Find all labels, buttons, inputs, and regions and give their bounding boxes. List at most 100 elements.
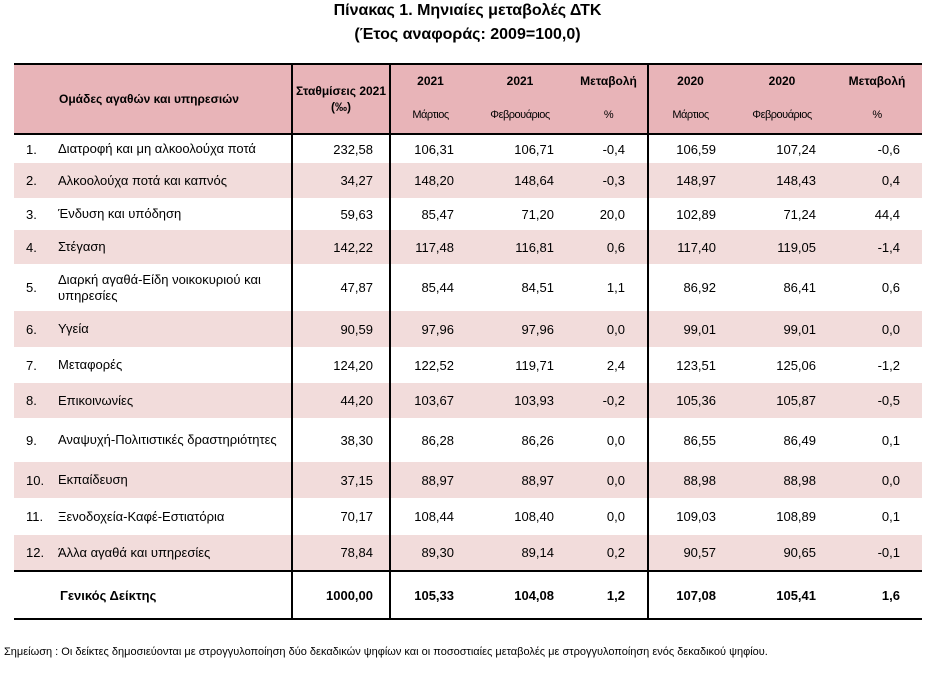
total-2020-march: 107,08 (676, 587, 716, 603)
year-2021-march-header: 2021 (390, 64, 470, 96)
category-name: Εκπαίδευση (58, 472, 128, 487)
value-2021-march: 85,44 (421, 280, 454, 295)
change-2021-cell: 0,6 (570, 230, 649, 264)
weight-cell: 37,15 (292, 462, 391, 498)
change-2021-cell: 1,1 (570, 264, 649, 311)
table-row: 7. Μεταφορές 124,20 122,52 119,71 2,4 123,51 12… (14, 347, 922, 383)
category-cell: 4. Στέγαση (14, 230, 293, 264)
table-row: 10. Εκπαίδευση 37,15 88,97 88,97 0,0 88,98 88,9… (14, 462, 922, 498)
category-name: Στέγαση (58, 239, 106, 254)
value-2020-feb: 71,24 (783, 206, 816, 222)
weight-cell: 70,17 (292, 498, 391, 535)
row-index: 12. (26, 545, 45, 560)
change-2020-cell: -1,2 (877, 357, 900, 373)
category-name: Αναψυχή-Πολιτιστικές δραστηριότητες (58, 432, 277, 447)
value-2020-feb: 88,98 (732, 462, 832, 498)
category-cell: 9. Αναψυχή-Πολιτιστικές δραστηριότητες (14, 418, 293, 462)
value-2020-march: 109,03 (676, 509, 716, 524)
row-index: 7. (26, 357, 37, 373)
weight-cell: 34,27 (292, 163, 391, 198)
weight-cell: 47,87 (292, 264, 391, 311)
value-2020-march: 99,01 (648, 311, 732, 347)
table-title: Πίνακας 1. Μηνιαίες μεταβολές ΔΤΚ (333, 2, 602, 19)
value-2020-feb: 86,49 (783, 432, 816, 448)
value-2020-march: 86,92 (683, 280, 716, 295)
year-2021-feb-header: 2021 (470, 64, 570, 96)
total-2021-feb: 104,08 (514, 587, 554, 603)
year-2020-feb-header: 2020 (732, 64, 832, 96)
row-index: 3. (26, 206, 37, 222)
value-2020-feb: 108,89 (776, 509, 816, 524)
category-cell: 12. Άλλα αγαθά και υπηρεσίες (14, 535, 293, 571)
value-2020-feb: 119,05 (732, 230, 832, 264)
row-index: 11. (26, 509, 44, 524)
year-2020-march-header: 2020 (648, 64, 732, 96)
table-row: 8. Επικοινωνίες 44,20 103,67 103,93 -0,2 105,3… (14, 383, 922, 418)
total-2021-change: 1,2 (570, 571, 649, 619)
change-2021-cell: -0,2 (570, 383, 649, 418)
category-name: Διαρκή αγαθά-Είδη νοικοκυριού και υπηρεσ… (58, 271, 261, 303)
change-2020-cell: -1,4 (832, 230, 922, 264)
change-2021-cell: 2,4 (570, 347, 649, 383)
value-2021-feb: 88,97 (470, 462, 570, 498)
table-body: 1. Διατροφή και μη αλκοολούχα ποτά 232,58 1… (14, 134, 922, 571)
change-2021-cell: 0,2 (570, 535, 649, 571)
change-2020-cell: 0,0 (832, 311, 922, 347)
category-name: Αλκοολούχα ποτά και καπνός (58, 172, 228, 188)
change-2020-cell: 0,0 (832, 462, 922, 498)
row-index: 8. (26, 393, 37, 408)
category-cell: 10. Εκπαίδευση (14, 462, 293, 498)
value-2020-march: 148,97 (648, 163, 732, 198)
change-2021-cell: -0,3 (570, 163, 649, 198)
table-row: 3. Ένδυση και υπόδηση 59,63 85,47 71,20 20,0 1… (14, 198, 922, 230)
weights-header: Σταθμίσεις 2021 (‰) (292, 64, 391, 134)
category-cell: 8. Επικοινωνίες (14, 383, 293, 418)
category-cell: 3. Ένδυση και υπόδηση (14, 198, 293, 230)
change-2021-cell: 0,0 (570, 462, 649, 498)
row-index: 1. (26, 141, 37, 157)
change-2020-cell: -0,5 (832, 383, 922, 418)
change-2020-cell: 0,6 (881, 280, 900, 295)
weight-cell: 59,63 (292, 198, 391, 230)
change-2021-cell: 0,0 (570, 498, 649, 535)
change-2021-unit: % (570, 96, 649, 134)
category-name: Επικοινωνίες (58, 392, 134, 408)
total-label: Γενικός Δείκτης (14, 571, 293, 619)
cpi-table: Ομάδες αγαθών και υπηρεσιών Σταθμίσεις 2… (14, 63, 922, 620)
value-2021-feb: 71,20 (521, 206, 554, 222)
value-2020-march: 86,55 (683, 432, 716, 448)
table-row: 12. Άλλα αγαθά και υπηρεσίες 78,84 89,30 89,… (14, 535, 922, 571)
table-row: 1. Διατροφή και μη αλκοολούχα ποτά 232,58 1… (14, 134, 922, 163)
table-row: 9. Αναψυχή-Πολιτιστικές δραστηριότητες 38,… (14, 418, 922, 462)
table-row: 4. Στέγαση 142,22 117,48 116,81 0,6 117,40 119,… (14, 230, 922, 264)
value-2020-feb: 125,06 (776, 357, 816, 373)
row-index: 4. (26, 239, 37, 255)
total-2020-feb: 105,41 (776, 587, 816, 603)
value-2020-feb: 86,41 (783, 280, 816, 295)
row-index: 9. (26, 432, 37, 448)
value-2020-march: 117,40 (648, 230, 732, 264)
footnote: Σημείωση : Οι δείκτες δημοσιεύονται με σ… (4, 646, 768, 658)
change-2020-cell: 0,4 (832, 163, 922, 198)
month-2021-march-header: Μάρτιος (390, 96, 470, 134)
category-cell: 1. Διατροφή και μη αλκοολούχα ποτά (14, 134, 293, 163)
total-row: Γενικός Δείκτης 1000,00 105,33 104,08 1,… (14, 571, 922, 619)
value-2020-march: 88,98 (648, 462, 732, 498)
weight-cell: 142,22 (292, 230, 391, 264)
change-2021-cell: 0,0 (570, 418, 649, 462)
change-2020-cell: -0,6 (877, 141, 900, 157)
value-2021-march: 148,20 (390, 163, 470, 198)
value-2021-feb: 116,81 (470, 230, 570, 264)
category-cell: 7. Μεταφορές (14, 347, 293, 383)
category-cell: 11. Ξενοδοχεία-Καφέ-Εστιατόρια (14, 498, 293, 535)
category-name: Υγεία (58, 321, 89, 336)
weight-cell: 232,58 (292, 134, 391, 163)
value-2021-feb: 108,40 (514, 509, 554, 524)
table-row: 5. Διαρκή αγαθά-Είδη νοικοκυριού και υπηρ… (14, 264, 922, 311)
change-2020-cell: 44,4 (874, 206, 900, 222)
total-weight: 1000,00 (292, 571, 391, 619)
change-2020-cell: 0,1 (881, 432, 900, 448)
value-2021-march: 88,97 (390, 462, 470, 498)
value-2021-feb: 103,93 (470, 383, 570, 418)
value-2021-march: 85,47 (421, 206, 454, 222)
